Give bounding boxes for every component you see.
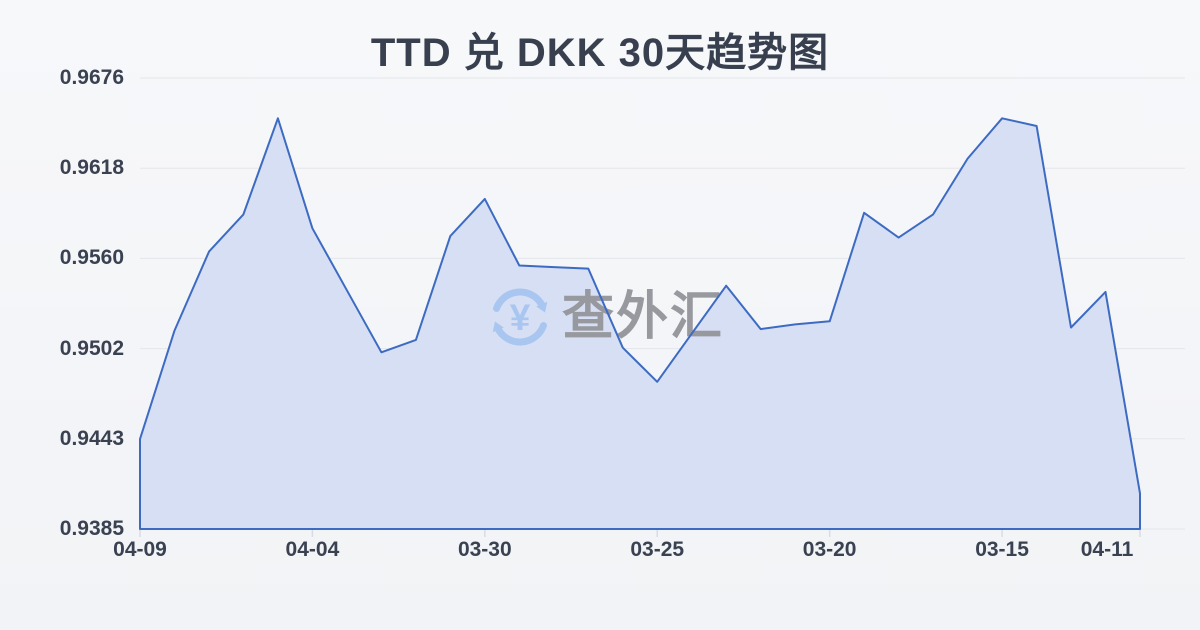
x-axis-label: 03-15 (975, 538, 1029, 561)
y-axis-label: 0.9618 (59, 156, 124, 180)
watermark: ¥ 查外汇 (486, 283, 724, 351)
y-axis-label: 0.9676 (59, 66, 124, 89)
watermark-text: 查外汇 (562, 288, 725, 346)
x-axis-label: 03-20 (802, 538, 857, 561)
x-axis-label: 03-30 (457, 538, 512, 561)
x-axis-label: 03-25 (630, 538, 685, 561)
y-axis-label: 0.9385 (59, 517, 124, 540)
x-axis-label: 04-04 (285, 538, 340, 561)
trend-area-fill (140, 118, 1140, 530)
currency-exchange-icon: ¥ (492, 288, 548, 346)
chart-title: TTD 兑 DKK 30天趋势图 (370, 31, 830, 75)
yen-symbol: ¥ (510, 297, 531, 338)
x-axis-label: 04-11 (1080, 538, 1134, 561)
trend-line (139, 117, 1141, 530)
y-axis-label: 0.9443 (59, 426, 124, 450)
y-axis-label: 0.9502 (59, 336, 124, 360)
x-axis-label: 04-09 (113, 538, 167, 561)
y-axis-label: 0.9560 (59, 246, 124, 270)
